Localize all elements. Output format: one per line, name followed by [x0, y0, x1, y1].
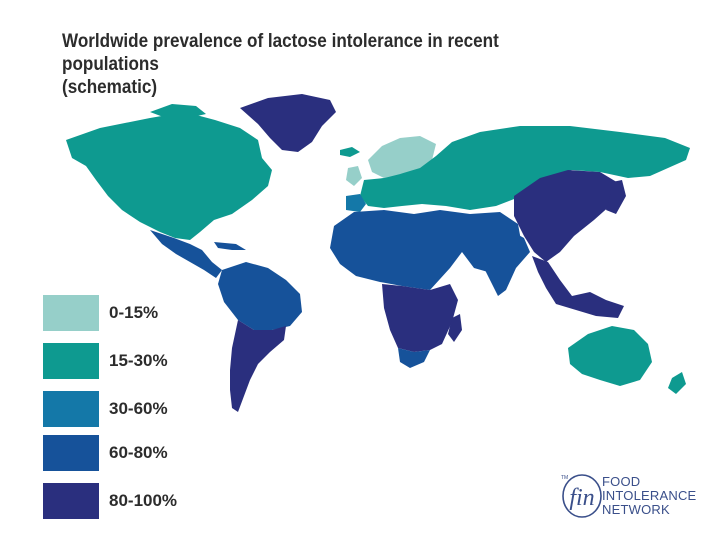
title-line-2: (schematic) — [62, 77, 158, 98]
legend-item-0-15: 0-15% — [43, 295, 203, 331]
title-line-1: Worldwide prevalence of lactose intolera… — [62, 31, 499, 75]
legend-item-80-100: 80-100% — [43, 483, 203, 519]
region-caribbean — [214, 242, 246, 250]
region-south-america-north — [218, 262, 302, 330]
region-australia — [568, 326, 652, 386]
region-madagascar — [448, 314, 462, 342]
legend-swatch — [43, 295, 99, 331]
legend-swatch — [43, 435, 99, 471]
region-iceland — [340, 147, 360, 157]
region-north-africa-middle-east — [330, 210, 522, 290]
region-central-america — [150, 230, 222, 278]
legend-swatch — [43, 391, 99, 427]
region-south-america-south — [230, 320, 286, 412]
map-title: Worldwide prevalence of lactose intolera… — [62, 30, 566, 99]
legend-label: 80-100% — [109, 491, 178, 510]
logo-line-1: FOOD — [602, 474, 641, 489]
region-greenland — [240, 94, 336, 152]
legend-label: 30-60% — [109, 399, 168, 418]
region-arctic-islands — [150, 104, 206, 118]
region-iberia — [346, 194, 366, 212]
legend-swatch — [43, 483, 99, 519]
region-sub-saharan-africa — [382, 284, 458, 352]
fin-logo: fin TM FOOD INTOLERANCE NETWORK — [560, 472, 710, 522]
legend-label: 0-15% — [109, 303, 159, 322]
region-east-asia — [514, 170, 620, 262]
legend-item-15-30: 15-30% — [43, 343, 203, 379]
logo-line-2: INTOLERANCE — [602, 488, 697, 503]
fin-logo-glyph: fin — [569, 485, 594, 511]
region-europe-russia — [360, 126, 690, 210]
region-india — [480, 228, 530, 296]
region-britain — [346, 166, 362, 186]
region-north-america — [66, 112, 272, 240]
legend-label: 60-80% — [109, 443, 168, 462]
fin-logo-mark: fin TM — [561, 474, 602, 518]
region-southeast-asia — [532, 256, 624, 318]
legend-item-30-60: 30-60% — [43, 391, 203, 427]
legend-swatch — [43, 343, 99, 379]
region-japan — [606, 180, 626, 214]
legend-label: 15-30% — [109, 351, 168, 370]
region-southern-africa — [398, 348, 430, 368]
legend-item-60-80: 60-80% — [43, 435, 203, 471]
logo-line-3: NETWORK — [602, 502, 670, 517]
region-scandinavia — [368, 136, 436, 178]
region-new-zealand — [668, 372, 686, 394]
logo-text: FOOD INTOLERANCE NETWORK — [602, 475, 696, 517]
trademark-mark: TM — [561, 475, 568, 481]
